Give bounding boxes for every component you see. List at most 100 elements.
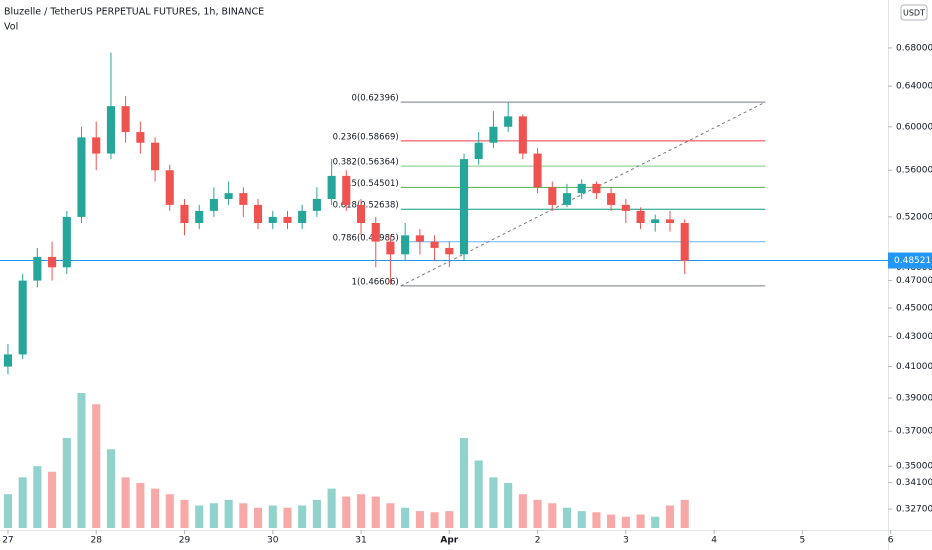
volume-bar [209,503,218,528]
candle-body [607,193,616,205]
candle-body [106,106,116,154]
candle-body [356,204,366,223]
volume-layer [3,393,689,528]
volume-bar [268,505,277,528]
fib-label: 0.786(0.49985) [333,233,399,243]
candle-body [621,204,630,211]
candle-body [209,198,218,211]
candle-body [77,137,86,217]
candle-body [224,193,233,199]
candle-body [430,241,439,248]
candle-body [651,219,660,223]
candle-body [283,216,292,223]
y-tick-label: 0.37000 [896,427,932,437]
x-tick-label: 30 [267,536,279,546]
candle-body [327,175,336,199]
candle-body [665,219,675,223]
candle-body [636,210,645,223]
candle-body [195,210,204,223]
candle-body [253,204,263,223]
y-tick-label: 0.32700 [896,505,932,515]
candle-body [121,106,130,133]
volume-bar [136,483,145,528]
y-tick-label: 0.45000 [896,303,932,313]
volume-label: Vol [4,22,18,33]
y-tick-label: 0.39000 [896,394,932,404]
volume-bar [577,511,586,528]
axis-layer: 0.680000.640000.600000.560000.520000.480… [2,43,932,546]
x-tick-label: Apr [440,536,458,546]
fib-trend-line [400,101,766,287]
candle-body [239,193,248,205]
volume-bar [195,505,204,528]
volume-bar [356,494,366,528]
candle-body [562,193,572,205]
candle-body [3,354,12,367]
candle-body [533,153,542,188]
candle-body [165,170,174,205]
y-tick-label: 0.68000 [896,43,932,53]
volume-bar [77,393,86,528]
volume-bar [401,507,410,528]
fib-label: 0(0.62396) [352,94,399,104]
volume-bar [621,516,630,528]
candle-body [180,204,189,223]
y-tick-label: 0.52000 [896,212,932,222]
candle-body [474,142,483,160]
x-tick-label: 27 [2,536,13,546]
currency-label[interactable]: USDT [903,9,925,18]
volume-bar [342,496,351,528]
volume-bar [92,404,101,528]
candle-body [33,256,42,281]
last-price-tag [888,252,932,269]
fib-label: 0.236(0.58669) [333,132,399,142]
volume-bar [489,477,498,528]
volume-bar [33,466,42,528]
y-tick-label: 0.64000 [896,82,932,92]
fib-label: 0.5(0.54501) [343,179,398,189]
volume-bar [562,507,572,528]
volume-bar [180,499,189,528]
candle-body [18,280,27,355]
volume-bar [312,499,321,528]
y-tick-label: 0.34100 [896,478,932,488]
volume-bar [665,505,675,528]
candle-body [136,132,145,143]
candle-body [62,216,71,268]
volume-bar [548,503,557,528]
volume-bar [459,438,469,528]
currency-button[interactable] [900,4,928,21]
y-tick-label: 0.47000 [896,276,932,286]
y-tick-label: 0.43000 [896,332,932,342]
y-tick-label: 0.56000 [896,166,932,176]
candle-body [592,183,601,194]
volume-bar [165,494,174,528]
fib-label: 0.618(0.52638) [333,201,399,211]
volume-bar [592,512,601,528]
fib-label: 1(0.46606) [352,277,399,287]
candle-body [504,116,513,127]
x-tick-label: 28 [90,536,102,546]
x-tick-label: 31 [355,536,366,546]
y-tick-label: 0.60000 [896,122,932,132]
volume-bar [371,496,380,528]
volume-bar [415,511,424,528]
candle-body [489,126,498,143]
candle-body [312,198,321,211]
candle-body [401,235,410,255]
volume-bar [445,511,454,528]
volume-bar [518,494,527,528]
volume-bar [680,499,689,528]
volume-bar [386,503,395,528]
volume-bar [327,488,336,528]
candle-body [548,187,557,205]
volume-bar [151,488,160,528]
x-tick-label: 2 [535,536,541,546]
x-tick-label: 29 [179,536,191,546]
x-tick-label: 4 [711,536,717,546]
candle-body [342,175,351,205]
candle-layer [3,52,689,375]
volume-bar [121,477,130,528]
y-tick-label: 0.41000 [896,362,932,372]
